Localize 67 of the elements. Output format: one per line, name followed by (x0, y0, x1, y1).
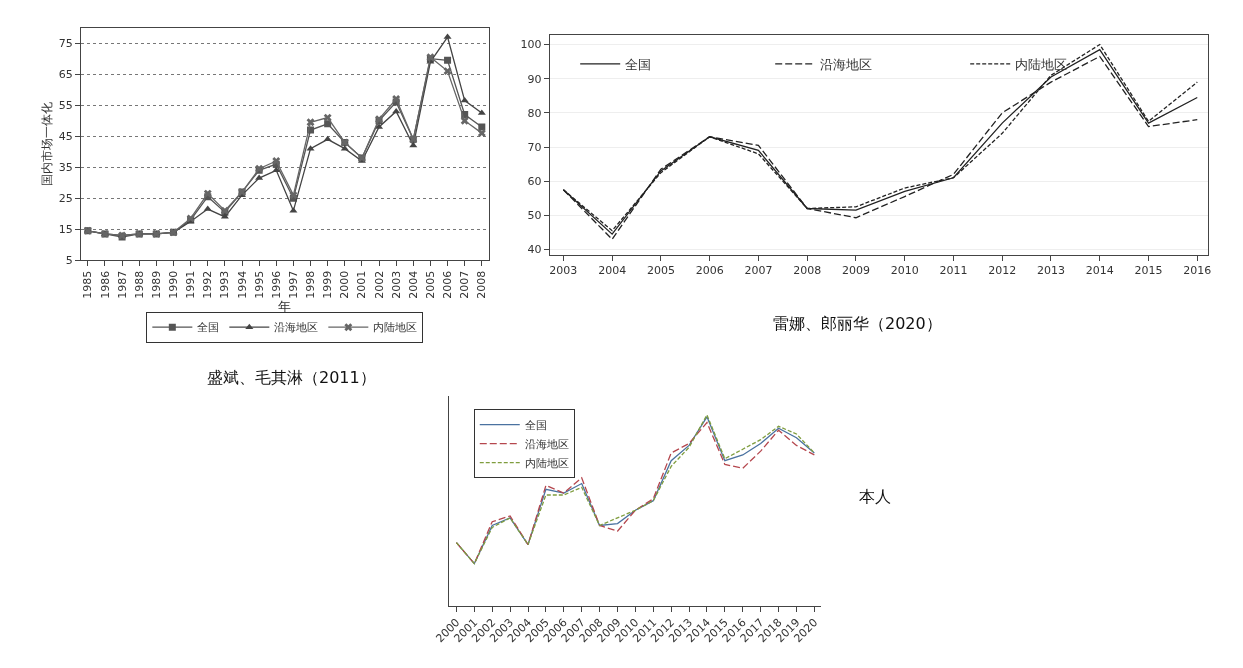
legend-label: 全国 (197, 321, 220, 335)
x-tick-label: 1999 (321, 270, 335, 299)
x-tick-label: 2002 (372, 270, 386, 299)
x-tick-label: 2001 (355, 270, 369, 299)
x-tick-label: 2006 (695, 264, 724, 278)
x-tick-label: 1986 (98, 270, 112, 299)
y-tick-label: 80 (527, 106, 542, 120)
x-tick-label: 2006 (441, 270, 455, 299)
x-tick-label: 2013 (1036, 264, 1065, 278)
x-tick-label: 1987 (115, 270, 129, 299)
x-tick-label: 2010 (890, 264, 919, 278)
y-tick-label: 100 (520, 38, 542, 52)
y-tick-label: 15 (58, 223, 73, 237)
y-tick-label: 90 (527, 72, 542, 86)
x-tick-label: 1992 (201, 270, 215, 299)
y-tick-label: 55 (58, 99, 73, 113)
x-tick-label: 2011 (939, 264, 968, 278)
x-tick-label: 2004 (598, 264, 627, 278)
x-tick-label: 2000 (338, 270, 352, 299)
x-tick-label: 2004 (406, 270, 420, 299)
x-tick-label: 1991 (184, 270, 198, 299)
y-tick-label: 60 (527, 175, 542, 189)
x-tick-label: 1989 (149, 270, 163, 299)
x-tick-label: 1985 (81, 270, 95, 299)
text: 盛斌、毛其淋（2011） (207, 368, 376, 387)
x-tick-label: 2007 (744, 264, 773, 278)
x-axis-title: 年 (278, 298, 292, 314)
x-tick-label: 2005 (424, 270, 437, 299)
x-tick-label: 1990 (167, 270, 181, 299)
y-tick-label: 25 (58, 192, 73, 206)
y-tick-label: 65 (58, 68, 73, 82)
y-tick-label: 70 (527, 140, 542, 154)
legend-label: 全国 (625, 56, 652, 72)
legend-label: 内陆地区 (373, 321, 418, 335)
x-tick-label: 1995 (252, 270, 266, 299)
y-tick-label: 45 (58, 130, 73, 144)
legend-label: 全国 (524, 418, 547, 432)
x-tick-label: 2008 (475, 270, 489, 299)
x-tick-label: 1996 (269, 270, 283, 299)
x-tick-label: 2005 (646, 264, 675, 278)
x-tick-label: 2007 (458, 270, 472, 299)
x-tick-label: 2003 (549, 264, 578, 278)
x-tick-label: 2016 (1183, 264, 1212, 278)
y-tick-label: 5 (65, 254, 73, 268)
x-tick-label: 2012 (988, 264, 1017, 278)
y-axis-title: 国内市场一体化 (40, 101, 55, 186)
y-tick-label: 75 (58, 37, 73, 51)
legend-label: 沿海地区 (524, 437, 569, 451)
x-tick-label: 1998 (304, 270, 318, 299)
x-tick-label: 2008 (793, 264, 822, 278)
y-tick-label: 50 (527, 209, 542, 223)
x-tick-label: 2003 (389, 270, 403, 299)
x-tick-label: 1988 (132, 270, 146, 299)
text: 本人 (859, 487, 891, 506)
x-tick-label: 1993 (218, 270, 232, 299)
legend-label: 沿海地区 (274, 321, 319, 335)
x-tick-label: 1994 (235, 270, 249, 299)
legend-label: 内陆地区 (524, 456, 569, 470)
text: 雷娜、郎丽华（2020） (773, 314, 942, 333)
x-tick-label: 2009 (841, 264, 870, 278)
legend-label: 沿海地区 (820, 56, 873, 72)
x-tick-label: 1997 (286, 270, 300, 299)
x-tick-label: 2015 (1134, 264, 1163, 278)
y-tick-label: 40 (527, 243, 542, 257)
y-tick-label: 35 (58, 161, 73, 175)
legend-label: 内陆地区 (1015, 56, 1068, 72)
x-tick-label: 2014 (1085, 264, 1114, 278)
